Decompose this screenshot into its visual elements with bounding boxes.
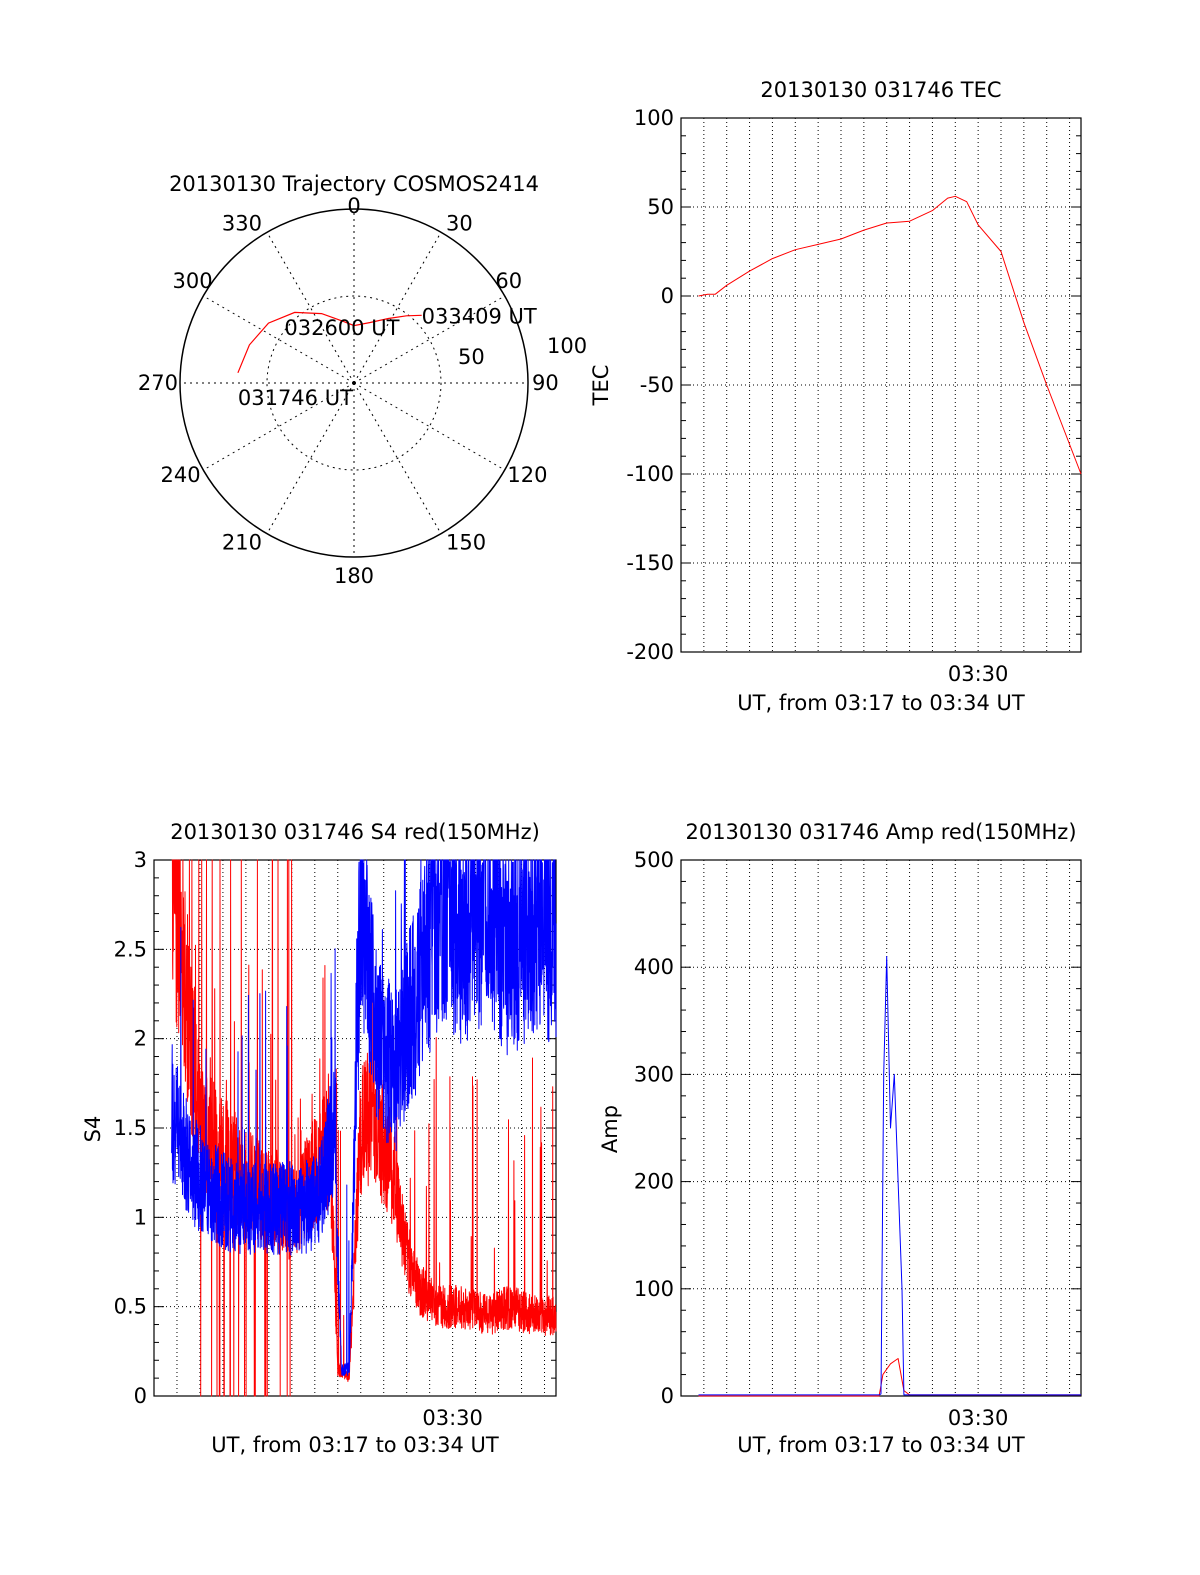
polar-angle-tick: 330 bbox=[222, 212, 262, 236]
tec-frame bbox=[680, 117, 1082, 653]
s4-ytick-label: 3 bbox=[134, 848, 147, 872]
polar-spoke-120 bbox=[353, 382, 505, 471]
amp-title: 20130130 031746 Amp red(150MHz) bbox=[685, 820, 1076, 844]
amp-series-line bbox=[698, 956, 1081, 1396]
amp-ytick-label: 100 bbox=[634, 1277, 674, 1301]
amp-xtick-label: 03:30 bbox=[948, 1406, 1009, 1430]
amp-series bbox=[698, 956, 1081, 1397]
amp-ytick-label: 300 bbox=[634, 1062, 674, 1086]
tec-series bbox=[698, 195, 1082, 475]
tec-ytick-label: -200 bbox=[626, 640, 674, 664]
polar-angle-tick: 180 bbox=[334, 564, 374, 588]
polar-angle-tick: 300 bbox=[173, 269, 213, 293]
s4-ylabel: S4 bbox=[81, 1116, 105, 1143]
polar-angle-tick: 270 bbox=[138, 371, 178, 395]
polar-radial-tick: 100 bbox=[547, 334, 587, 358]
polar-ring-50 bbox=[266, 295, 442, 471]
polar-annotation: 031746 UT bbox=[238, 386, 353, 410]
polar-angle-tick: 210 bbox=[222, 530, 262, 554]
s4-ytick-label: 0.5 bbox=[114, 1295, 147, 1319]
tec-title: 20130130 031746 TEC bbox=[760, 78, 1001, 102]
tec-ytick-label: 50 bbox=[647, 195, 674, 219]
polar-spoke-30 bbox=[353, 232, 442, 384]
polar-angle-tick: 150 bbox=[446, 530, 486, 554]
amp-ytick-label: 500 bbox=[634, 848, 674, 872]
polar-spoke-300 bbox=[203, 295, 355, 384]
polar-spoke-60 bbox=[353, 295, 505, 384]
tec-xlabel: UT, from 03:17 to 03:34 UT bbox=[737, 691, 1025, 715]
polar-radial-tick: 50 bbox=[458, 345, 485, 369]
polar-spoke-210 bbox=[266, 382, 355, 534]
polar-annotation: 032600 UT bbox=[284, 316, 399, 340]
tec-ytick-label: -150 bbox=[626, 551, 674, 575]
s4-series-line bbox=[171, 859, 557, 1376]
s4-panel: 20130130 031746 S4 red(150MHz) S4 UT, fr… bbox=[81, 820, 557, 1457]
polar-trajectory-line bbox=[237, 311, 422, 374]
polar-tick-labels: 0 30 60 90 120 150 180 210 240 270 300 330 50 100 bbox=[138, 194, 587, 588]
amp-panel: 20130130 031746 Amp red(150MHz) Amp UT, … bbox=[598, 820, 1082, 1457]
polar-title: 20130130 Trajectory COSMOS2414 bbox=[169, 172, 539, 196]
amp-tick-labels: 500 400 300 200 100 0 03:30 bbox=[634, 848, 1009, 1430]
polar-annotation: 033409 UT bbox=[422, 304, 537, 328]
s4-series bbox=[171, 859, 557, 1397]
tec-ylabel: TEC bbox=[589, 365, 613, 407]
tec-ytick-label: 0 bbox=[661, 284, 674, 308]
s4-xtick-label: 03:30 bbox=[422, 1406, 483, 1430]
polar-angle-tick: 30 bbox=[446, 212, 473, 236]
polar-angle-tick: 240 bbox=[161, 463, 201, 487]
tec-tick-labels: 100 50 0 -50 -100 -150 -200 03:30 bbox=[626, 106, 1008, 686]
tec-ytick-label: -50 bbox=[640, 373, 674, 397]
polar-angle-tick: 0 bbox=[347, 194, 360, 218]
amp-series-line bbox=[698, 1358, 1081, 1397]
tec-ytick-label: -100 bbox=[626, 462, 674, 486]
amp-frame bbox=[680, 859, 1082, 1397]
polar-grid bbox=[179, 208, 529, 558]
amp-grid bbox=[680, 859, 1082, 1397]
tec-grid bbox=[680, 117, 1082, 653]
polar-angle-tick: 60 bbox=[495, 269, 522, 293]
polar-angle-tick: 90 bbox=[532, 371, 559, 395]
polar-panel: 20130130 Trajectory COSMOS2414 0 30 60 90 12… bbox=[138, 172, 587, 588]
s4-ytick-label: 2.5 bbox=[114, 937, 147, 961]
polar-spoke-150 bbox=[353, 382, 442, 534]
tec-ytick-label: 100 bbox=[634, 106, 674, 130]
tec-panel: 20130130 031746 TEC TEC UT, from 03:17 t… bbox=[589, 78, 1082, 715]
tec-xtick-label: 03:30 bbox=[948, 662, 1009, 686]
polar-trajectory bbox=[237, 311, 422, 374]
s4-ytick-label: 2 bbox=[134, 1027, 147, 1051]
amp-ytick-label: 0 bbox=[661, 1384, 674, 1408]
polar-annotations: 033409 UT 032600 UT 031746 UT bbox=[238, 304, 537, 410]
amp-ylabel: Amp bbox=[598, 1105, 622, 1153]
polar-angle-tick: 120 bbox=[507, 463, 547, 487]
amp-ytick-label: 200 bbox=[634, 1170, 674, 1194]
s4-ytick-label: 1.5 bbox=[114, 1116, 147, 1140]
s4-ytick-label: 0 bbox=[134, 1384, 147, 1408]
s4-title: 20130130 031746 S4 red(150MHz) bbox=[170, 820, 540, 844]
s4-xlabel: UT, from 03:17 to 03:34 UT bbox=[211, 1433, 499, 1457]
amp-xlabel: UT, from 03:17 to 03:34 UT bbox=[737, 1433, 1025, 1457]
s4-ytick-label: 1 bbox=[134, 1205, 147, 1229]
s4-frame bbox=[153, 859, 557, 1397]
polar-spoke-330 bbox=[266, 232, 355, 384]
polar-outer-circle bbox=[179, 208, 529, 558]
amp-ytick-label: 400 bbox=[634, 955, 674, 979]
s4-tick-labels: 3 2.5 2 1.5 1 0.5 0 03:30 bbox=[114, 848, 483, 1430]
polar-spoke-240 bbox=[203, 382, 355, 471]
tec-series-line bbox=[698, 195, 1082, 475]
